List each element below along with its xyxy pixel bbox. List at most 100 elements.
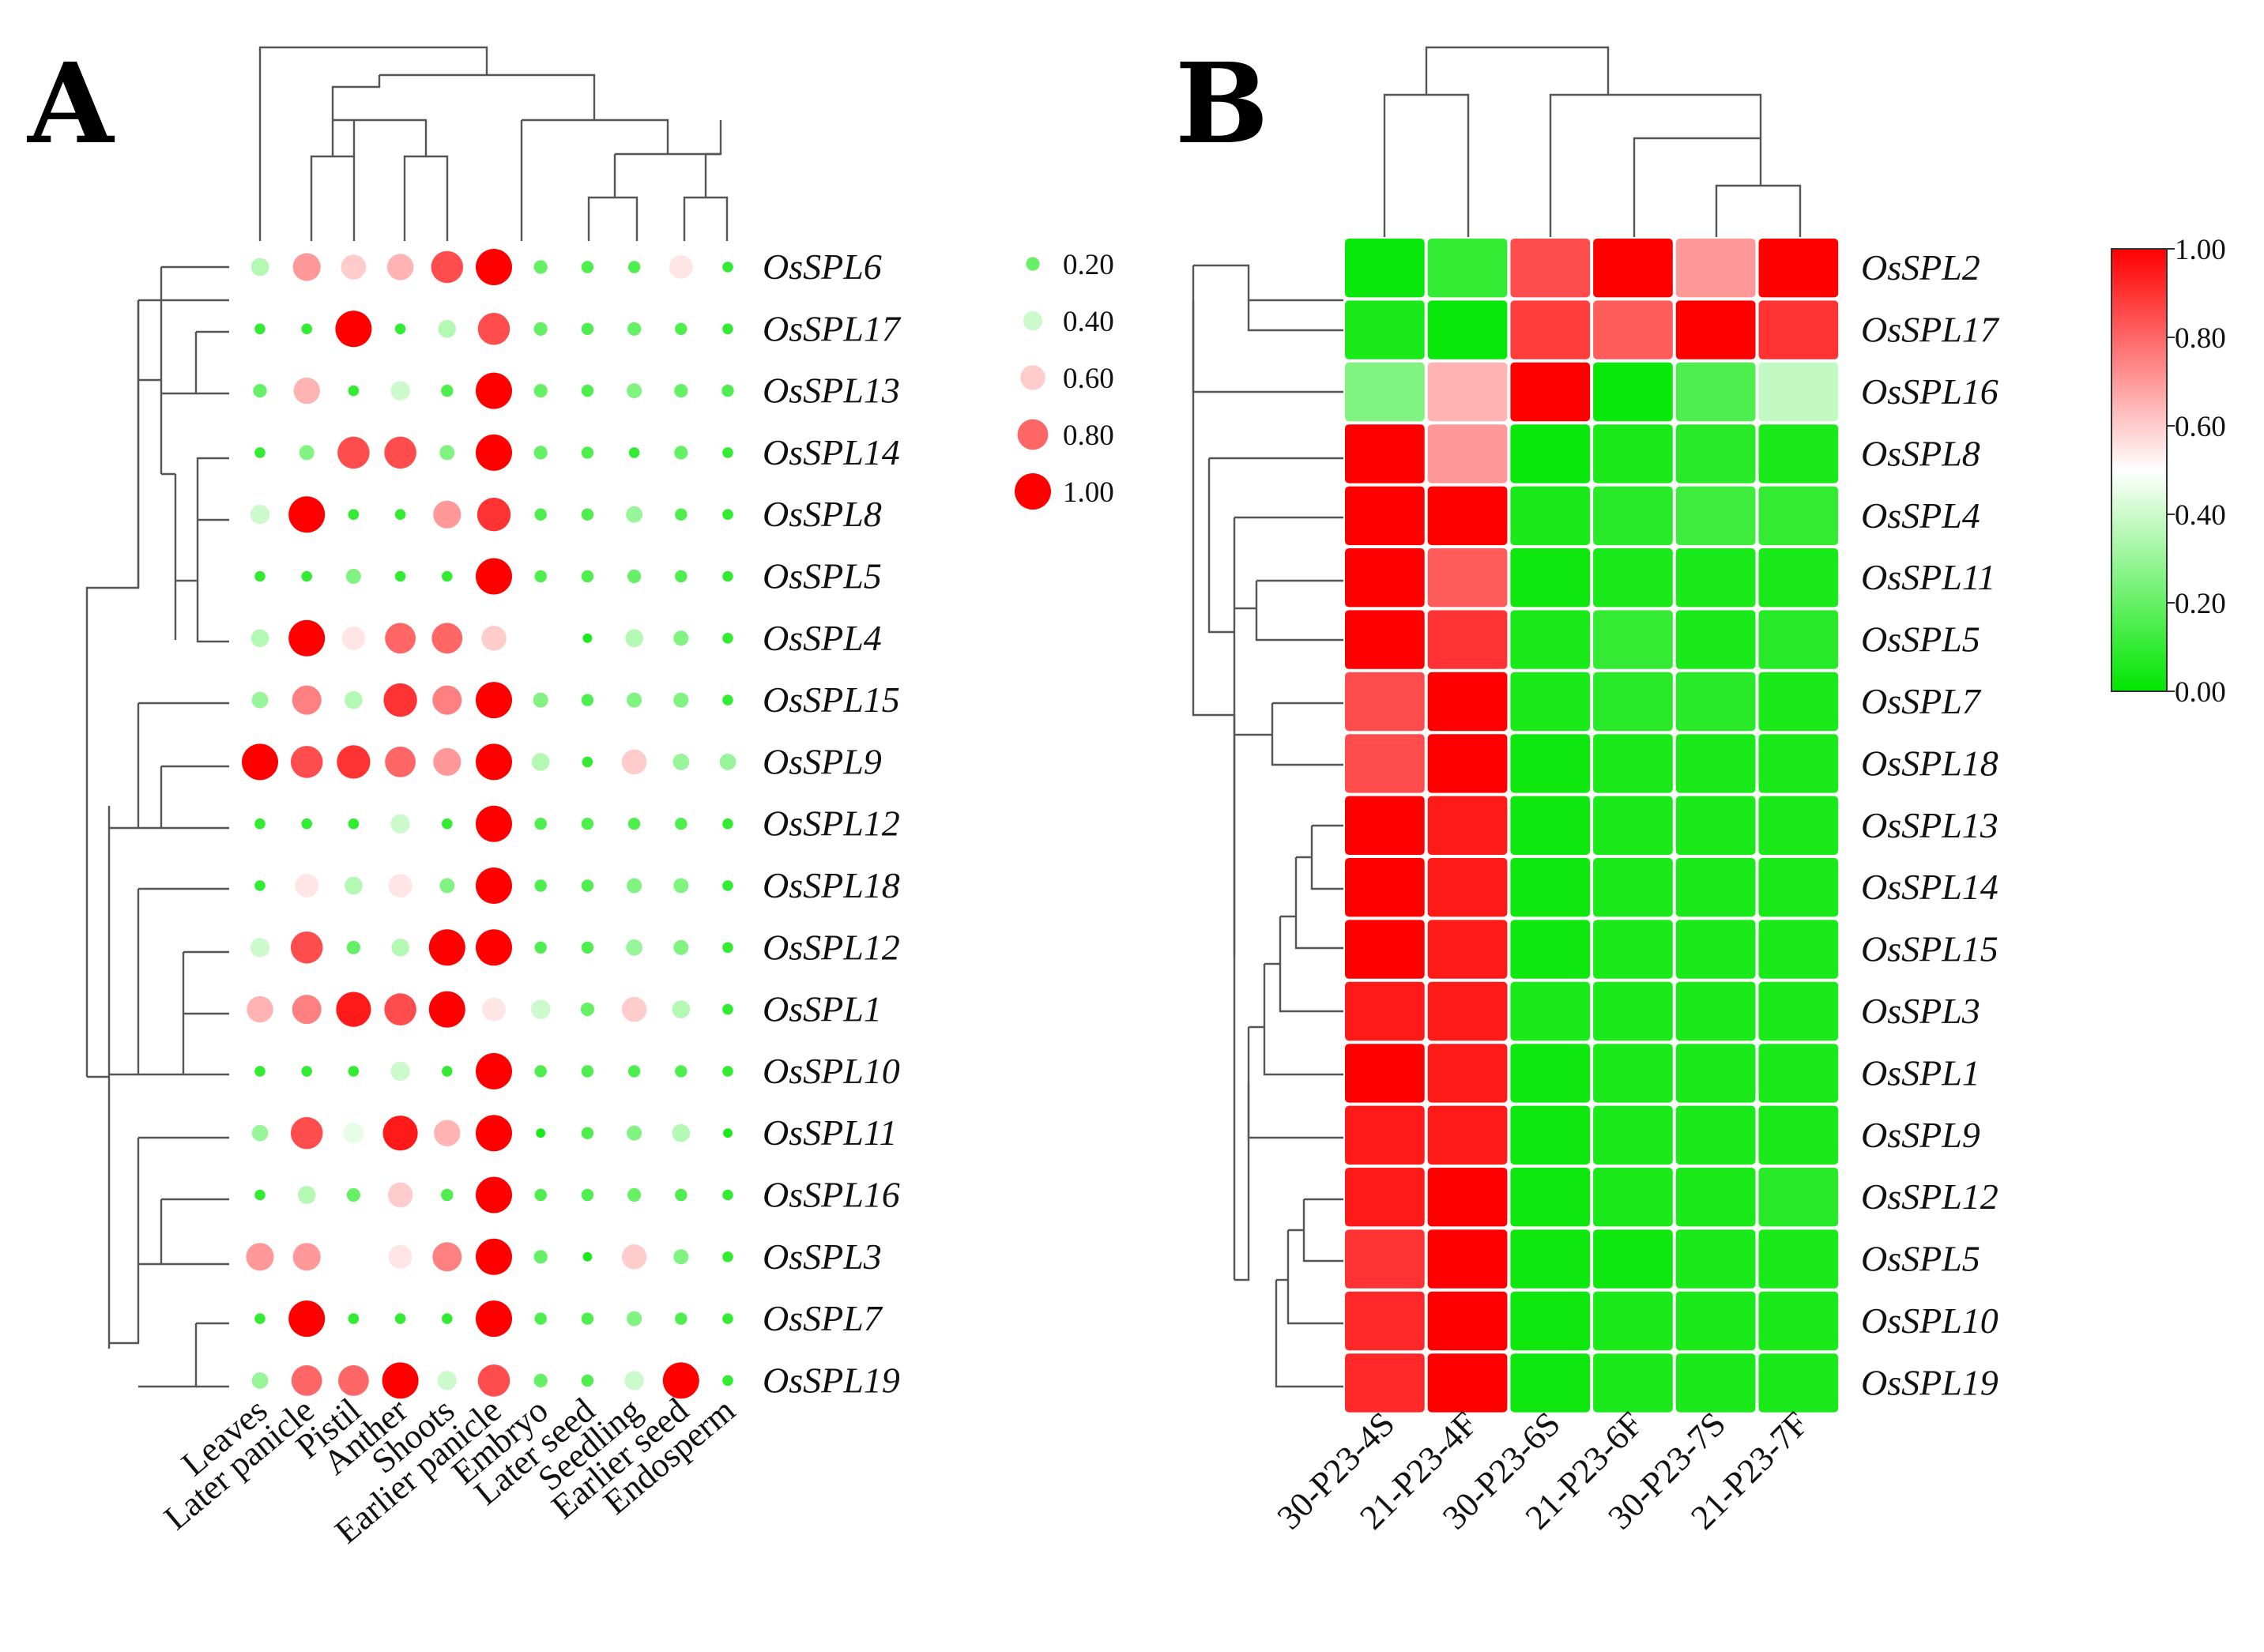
cell-osspl19-21-p23-4f	[1427, 1353, 1508, 1413]
cell-osspl5-30-p23-7s	[1675, 610, 1756, 669]
panel-b-row-label: OsSPL18	[1861, 743, 1998, 783]
dot-osspl14-embryo	[533, 446, 548, 460]
panel-b-row-dendrogram	[1192, 264, 1343, 1388]
cell-osspl2-30-p23-7s	[1675, 239, 1756, 298]
dot-osspl10-leaves	[254, 1066, 266, 1077]
dot-osspl3-later-panicle	[292, 1243, 321, 1271]
cell-osspl13-21-p23-4f	[1427, 796, 1508, 855]
dot-osspl9-shoots	[433, 747, 461, 777]
cell-osspl12-30-p23-7s	[1675, 1168, 1756, 1227]
cell-osspl17-30-p23-4s	[1345, 300, 1425, 359]
dot-osspl4-endosperm	[722, 633, 733, 644]
cell-osspl11-30-p23-7s	[1675, 548, 1756, 608]
cell-osspl15-21-p23-7f	[1758, 920, 1839, 979]
cell-osspl2-21-p23-4f	[1427, 239, 1508, 298]
panel-a-row-label: OsSPL15	[763, 679, 900, 720]
cell-osspl8-21-p23-7f	[1758, 424, 1839, 484]
dot-osspl7-later-seed	[581, 1312, 594, 1325]
dot-osspl14-seedling	[628, 447, 640, 458]
dot-osspl16-earlier-seed	[675, 1188, 687, 1202]
panel-b-row-label: OsSPL10	[1861, 1300, 1998, 1341]
cell-osspl14-21-p23-6f	[1593, 858, 1673, 917]
panel-b-row-label: OsSPL12	[1861, 1176, 1998, 1217]
dot-osspl15-earlier-panicle	[476, 682, 512, 719]
cell-osspl16-30-p23-6s	[1510, 362, 1591, 422]
dot-osspl11-pistil	[343, 1123, 364, 1144]
dot-osspl6-embryo	[533, 260, 548, 274]
dot-osspl8-embryo	[534, 508, 547, 521]
colorbar-tick-label: 0.20	[2175, 588, 2226, 620]
dot-osspl6-shoots	[431, 250, 464, 284]
cell-osspl5-21-p23-4f	[1427, 1229, 1508, 1289]
dot-osspl16-seedling	[627, 1187, 642, 1202]
cell-osspl15-30-p23-7s	[1675, 920, 1756, 979]
cell-osspl4-30-p23-7s	[1675, 486, 1756, 545]
cell-osspl13-30-p23-4s	[1345, 796, 1425, 855]
dot-osspl12-shoots	[428, 929, 465, 966]
panel-a-size-legend: 0.20 0.40 0.60 0.80 1.00	[1015, 249, 1114, 510]
cell-osspl13-21-p23-6f	[1593, 796, 1673, 855]
cell-osspl4-30-p23-6s	[1510, 486, 1591, 545]
cell-osspl9-30-p23-7s	[1675, 1105, 1756, 1165]
panel-a-row-label: OsSPL16	[763, 1175, 900, 1215]
dot-osspl12-seedling	[627, 818, 641, 830]
cell-osspl16-30-p23-4s	[1345, 362, 1425, 422]
dot-osspl3-endosperm	[722, 1251, 733, 1263]
cell-osspl15-21-p23-4f	[1427, 920, 1508, 979]
cell-osspl19-21-p23-7f	[1758, 1353, 1839, 1413]
dot-osspl16-leaves	[254, 1189, 266, 1201]
panel-a-row-label: OsSPL9	[763, 741, 882, 781]
cell-osspl18-21-p23-7f	[1758, 734, 1839, 793]
dot-osspl9-seedling	[621, 749, 647, 775]
cell-osspl13-30-p23-6s	[1510, 796, 1591, 855]
dot-osspl13-earlier-panicle	[476, 372, 512, 409]
panel-b-row-label: OsSPL17	[1861, 310, 2000, 350]
cell-osspl14-21-p23-7f	[1758, 858, 1839, 917]
dot-osspl10-shoots	[442, 1066, 453, 1077]
dot-osspl12-anther	[391, 939, 409, 957]
dot-osspl1-earlier-panicle	[482, 997, 506, 1022]
cell-osspl7-21-p23-7f	[1758, 672, 1839, 732]
dot-osspl12-pistil	[346, 940, 360, 954]
panel-b-row-label: OsSPL1	[1861, 1052, 1980, 1093]
dot-osspl8-earlier-panicle	[477, 498, 511, 532]
cell-osspl2-21-p23-6f	[1593, 239, 1673, 298]
dot-osspl7-earlier-panicle	[476, 1300, 512, 1338]
dot-osspl16-embryo	[534, 1188, 547, 1202]
dot-osspl8-pistil	[348, 509, 360, 520]
cell-osspl8-30-p23-4s	[1345, 424, 1425, 484]
dot-osspl14-earlier-seed	[674, 446, 688, 460]
panel-a-row-label: OsSPL19	[763, 1360, 900, 1400]
cell-osspl12-21-p23-7f	[1758, 1168, 1839, 1227]
dot-osspl11-leaves	[251, 1124, 269, 1142]
dot-osspl19-leaves	[251, 1372, 269, 1389]
dot-osspl17-leaves	[254, 323, 266, 335]
cell-osspl9-21-p23-4f	[1427, 1105, 1508, 1165]
panel-a-row-label: OsSPL7	[763, 1298, 883, 1338]
dot-osspl10-seedling	[627, 1065, 641, 1078]
cell-osspl5-30-p23-4s	[1345, 610, 1425, 669]
cell-osspl12-30-p23-4s	[1345, 1168, 1425, 1227]
dot-osspl8-later-panicle	[288, 496, 326, 533]
dot-osspl4-anther	[385, 623, 416, 654]
legend-label: 0.40	[1063, 306, 1114, 338]
cell-osspl5-21-p23-6f	[1593, 1229, 1673, 1289]
cell-osspl9-21-p23-7f	[1758, 1105, 1839, 1165]
dot-osspl8-later-seed	[581, 508, 594, 521]
panel-b-row-label: OsSPL5	[1861, 619, 1980, 660]
panel-b-row-label: OsSPL9	[1861, 1115, 1980, 1155]
cell-osspl2-21-p23-7f	[1758, 239, 1839, 298]
dot-osspl14-endosperm	[722, 447, 733, 458]
dot-osspl13-embryo	[533, 384, 548, 398]
cell-osspl8-21-p23-6f	[1593, 424, 1673, 484]
cell-osspl3-30-p23-7s	[1675, 981, 1756, 1041]
dot-osspl17-later-seed	[581, 322, 594, 335]
cell-osspl16-21-p23-4f	[1427, 362, 1508, 422]
panel-a-row-label: OsSPL1	[763, 989, 882, 1029]
dot-osspl11-later-panicle	[290, 1116, 323, 1150]
cell-osspl9-30-p23-6s	[1510, 1105, 1591, 1165]
panel-b-column-dendrogram	[1383, 46, 1802, 237]
dot-osspl19-anther	[382, 1362, 419, 1399]
